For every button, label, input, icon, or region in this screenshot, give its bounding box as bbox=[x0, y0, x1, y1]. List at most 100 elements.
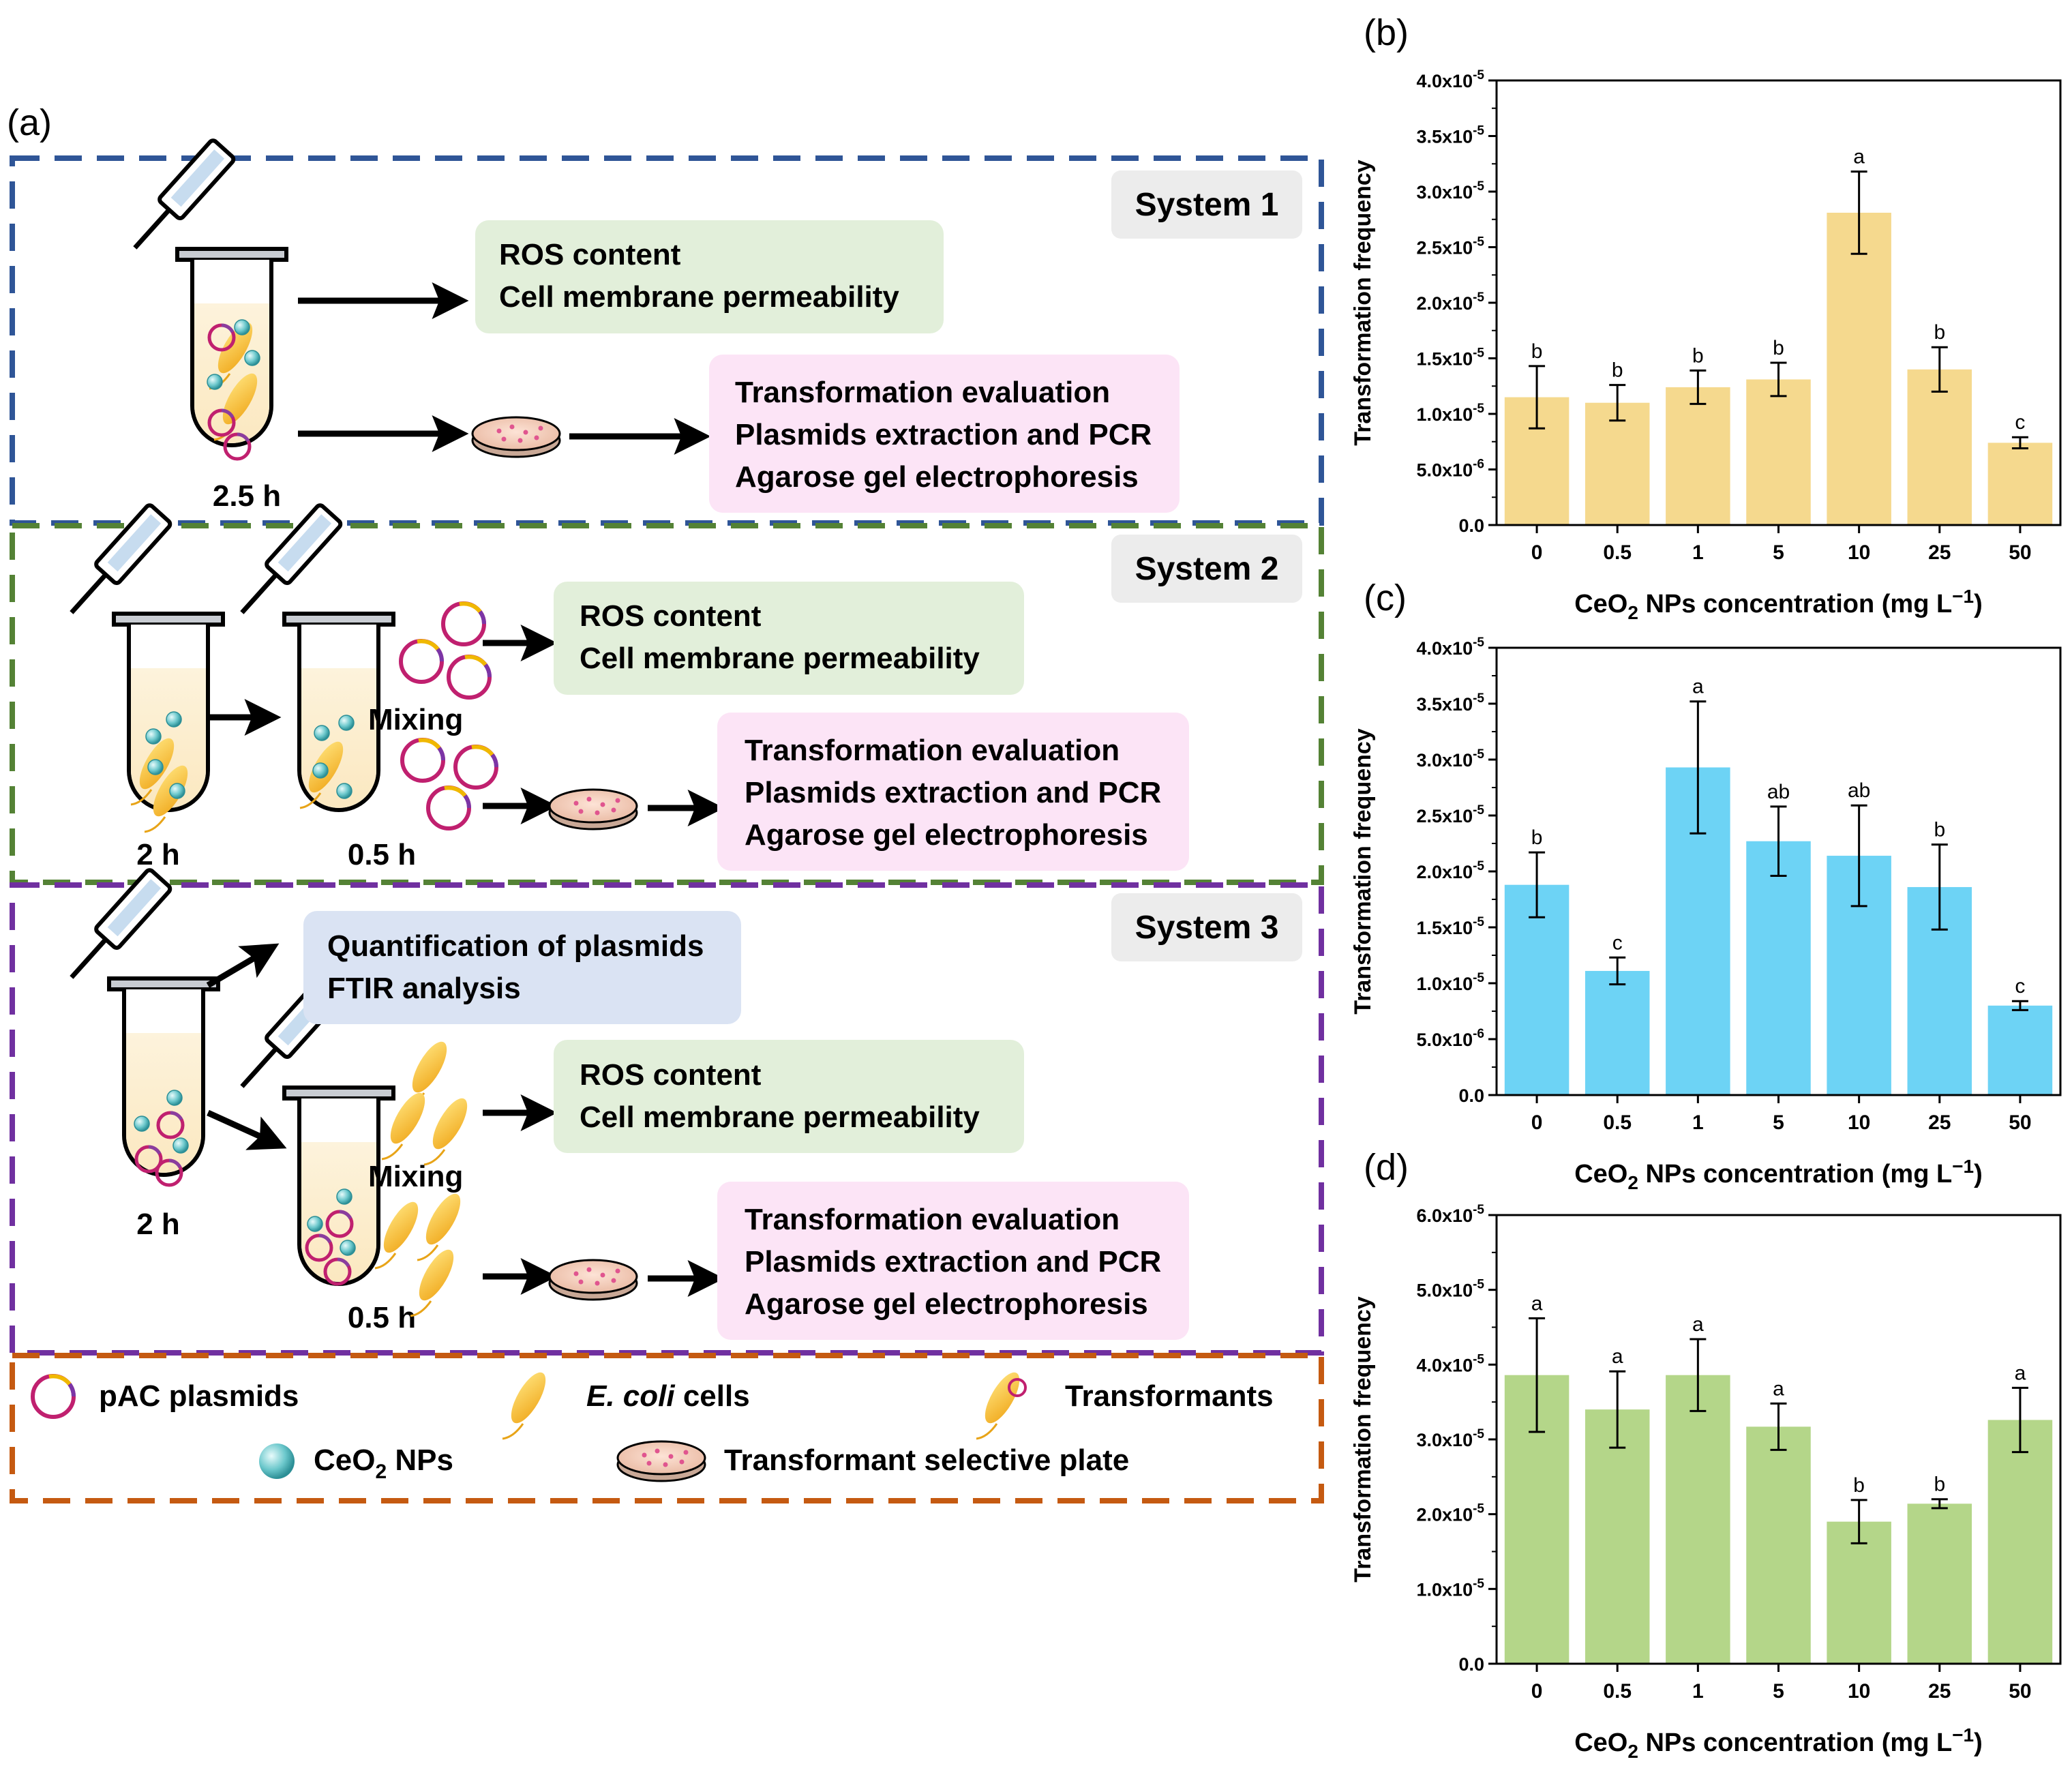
system3-arrow-0 bbox=[206, 943, 280, 988]
system3-box2-line2: Plasmids extraction and PCR bbox=[745, 1245, 1161, 1278]
system1-time: 2.5 h bbox=[213, 479, 281, 513]
x-tick-label-10: 10 bbox=[1848, 1111, 1870, 1134]
chart-d: (d) a 0 a 0.5 a 1 a 5 b 10 b 25 a 50 0.0 1.0x10-5 2.0x10-… bbox=[1350, 1147, 2062, 1762]
y-tick-label: 2.5x10-5 bbox=[1417, 235, 1485, 258]
x-tick-label-0: 0 bbox=[1531, 1680, 1543, 1703]
bar-1 bbox=[1666, 387, 1730, 525]
x-tick-label-5: 5 bbox=[1773, 541, 1784, 564]
bar-1 bbox=[1666, 1375, 1730, 1664]
bar-5 bbox=[1746, 1426, 1811, 1664]
system2-frame bbox=[10, 523, 1324, 885]
panel-a-label: (a) bbox=[7, 102, 52, 143]
y-tick-label: 5.0x10-6 bbox=[1417, 1027, 1485, 1050]
system3-arrow-up bbox=[207, 1109, 287, 1150]
bar-50 bbox=[1987, 443, 2053, 525]
significance-letter-1: a bbox=[1692, 1313, 1704, 1336]
bar-5 bbox=[1746, 841, 1811, 1095]
legend-ecoli-italic: E. coli bbox=[586, 1379, 675, 1413]
y-tick-label: 2.0x10-5 bbox=[1417, 1502, 1485, 1525]
system2-tag: System 2 bbox=[1135, 551, 1279, 587]
system2-plate-icon bbox=[548, 788, 638, 830]
legend-plate-icon bbox=[616, 1440, 706, 1482]
y-tick-label: 4.0x10-5 bbox=[1417, 635, 1485, 659]
significance-letter-50: c bbox=[2015, 975, 2025, 998]
legend-plate: Transformant selective plate bbox=[724, 1443, 1129, 1477]
x-tick-label-1: 1 bbox=[1692, 1111, 1704, 1134]
significance-letter-1: b bbox=[1692, 344, 1704, 367]
x-tick-label-10: 10 bbox=[1848, 1680, 1870, 1703]
system3-box0-line1: Quantification of plasmids bbox=[327, 929, 704, 963]
y-tick-label: 2.0x10-5 bbox=[1417, 290, 1485, 314]
x-tick-label-1: 1 bbox=[1692, 541, 1704, 564]
system3-box1-line1: ROS content bbox=[580, 1058, 762, 1092]
system2-box1-line1: ROS content bbox=[580, 599, 762, 633]
significance-letter-10: b bbox=[1853, 1474, 1865, 1497]
system3-mixing: Mixing bbox=[368, 1160, 463, 1193]
x-tick-label-1: 1 bbox=[1692, 1680, 1704, 1703]
x-tick-label-25: 25 bbox=[1928, 541, 1951, 564]
legend-ceo2-rest: NPs bbox=[387, 1443, 453, 1477]
bar-0.5 bbox=[1585, 402, 1650, 525]
chart-panel-label: (b) bbox=[1364, 12, 1409, 53]
legend-plasmids: pAC plasmids bbox=[99, 1379, 299, 1413]
y-tick-label: 1.0x10-5 bbox=[1417, 402, 1485, 425]
system1-box2 bbox=[709, 355, 1180, 513]
chart-panel-label: (d) bbox=[1364, 1147, 1409, 1188]
bar-5 bbox=[1746, 379, 1811, 525]
system3-cells-bottom bbox=[374, 1188, 468, 1317]
system3-box2-line1: Transformation evaluation bbox=[745, 1203, 1120, 1236]
x-axis-label: CeO2 NPs concentration (mg L−1) bbox=[1574, 1724, 1983, 1762]
legend-ecoli-rest: cells bbox=[675, 1379, 750, 1413]
system1-box2-line1: Transformation evaluation bbox=[735, 376, 1110, 409]
system3-box0-line2: FTIR analysis bbox=[327, 972, 521, 1005]
system2-plasmids-top bbox=[401, 603, 490, 698]
chart-panel-label: (c) bbox=[1364, 578, 1407, 618]
significance-letter-0.5: a bbox=[1612, 1345, 1623, 1368]
significance-letter-25: b bbox=[1934, 1473, 1945, 1496]
system3-time-2: 0.5 h bbox=[348, 1301, 416, 1334]
system2-tube-1 bbox=[114, 614, 223, 833]
legend-ceo2-icon bbox=[259, 1443, 295, 1479]
system1-tag-bg bbox=[1111, 170, 1302, 239]
system3-box0 bbox=[303, 911, 741, 1024]
system3-box2 bbox=[717, 1182, 1189, 1340]
legend-plasmid-icon bbox=[33, 1376, 74, 1417]
legend-transformants: Transformants bbox=[1065, 1379, 1274, 1413]
y-tick-label: 3.5x10-5 bbox=[1417, 124, 1485, 147]
significance-letter-0: b bbox=[1531, 826, 1543, 849]
y-tick-label: 3.5x10-5 bbox=[1417, 691, 1485, 715]
bar-25 bbox=[1907, 1503, 1972, 1664]
significance-letter-5: b bbox=[1773, 337, 1784, 359]
significance-letter-10: ab bbox=[1848, 779, 1870, 802]
system2-tag-bg bbox=[1111, 535, 1302, 603]
system1-box1-line1: ROS content bbox=[499, 238, 681, 271]
bar-0 bbox=[1504, 884, 1570, 1095]
legend-ceo2-main: CeO bbox=[314, 1443, 375, 1477]
bar-50 bbox=[1987, 1005, 2053, 1095]
x-tick-label-5: 5 bbox=[1773, 1680, 1784, 1703]
system2-mixing: Mixing bbox=[368, 703, 463, 736]
bar-0.5 bbox=[1585, 970, 1650, 1095]
system2-box1-line2: Cell membrane permeability bbox=[580, 642, 980, 675]
significance-letter-10: a bbox=[1853, 146, 1865, 168]
system1-box1 bbox=[475, 220, 944, 333]
x-tick-label-25: 25 bbox=[1928, 1680, 1951, 1703]
y-tick-label: 4.0x10-5 bbox=[1417, 68, 1485, 91]
system1-box2-line3: Agarose gel electrophoresis bbox=[735, 460, 1139, 494]
y-tick-label: 2.0x10-5 bbox=[1417, 859, 1485, 882]
system3-time-1: 2 h bbox=[136, 1208, 180, 1241]
y-tick-label: 0.0 bbox=[1458, 1654, 1484, 1675]
significance-letter-1: a bbox=[1692, 676, 1704, 698]
legend-transformant-icon bbox=[975, 1366, 1027, 1440]
x-axis-label: CeO2 NPs concentration (mg L−1) bbox=[1574, 1156, 1983, 1193]
system3-box1 bbox=[554, 1040, 1024, 1153]
y-tick-label: 0.0 bbox=[1458, 515, 1484, 536]
legend-ceo2-sub: 2 bbox=[375, 1461, 387, 1483]
system2-time-2: 0.5 h bbox=[348, 838, 416, 871]
significance-letter-50: a bbox=[2015, 1362, 2026, 1384]
x-tick-label-10: 10 bbox=[1848, 541, 1870, 564]
x-tick-label-25: 25 bbox=[1928, 1111, 1951, 1134]
system2-plasmids-bottom bbox=[402, 740, 496, 828]
bar-50 bbox=[1987, 1420, 2053, 1664]
